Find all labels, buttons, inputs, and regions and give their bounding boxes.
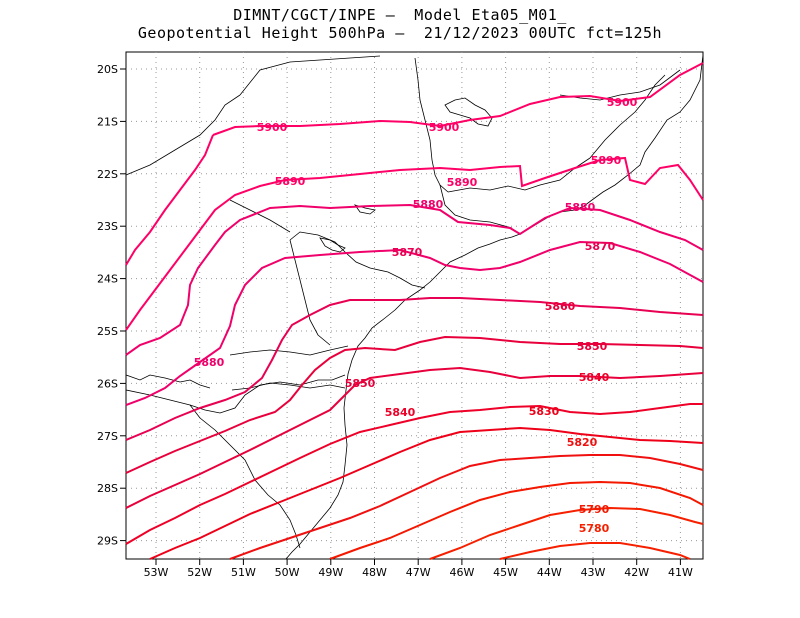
geopotential-contours xyxy=(125,62,704,560)
contour-label: 5880 xyxy=(194,356,225,369)
coastline-and-borders xyxy=(125,54,704,560)
state-border-ms-pr xyxy=(289,239,331,346)
lon-tick-label: 49W xyxy=(318,566,343,579)
lat-tick-label: 27S xyxy=(97,430,118,443)
state-border-sp-rj xyxy=(439,184,513,229)
lat-tick-label: 25S xyxy=(97,325,118,338)
contour-label: 5900 xyxy=(607,96,638,109)
lat-tick-label: 28S xyxy=(97,482,118,495)
reservoir-3 xyxy=(353,204,376,215)
contour-label: 5850 xyxy=(345,377,376,390)
lon-tick-label: 43W xyxy=(581,566,606,579)
contour-label: 5870 xyxy=(585,240,616,253)
lon-tick-label: 44W xyxy=(537,566,562,579)
contour-label: 5840 xyxy=(579,371,610,384)
state-border-ms xyxy=(125,94,241,176)
reservoir-2 xyxy=(319,237,346,253)
map-frame xyxy=(125,51,704,560)
state-border-sp-mg xyxy=(239,55,381,96)
state-border-es-mg xyxy=(589,74,666,159)
state-border-rj-mg xyxy=(447,157,591,193)
contour-label: 5830 xyxy=(529,405,560,418)
state-border-pr-sc xyxy=(229,345,349,356)
brazil-coastline xyxy=(285,54,704,560)
lon-tick-label: 41W xyxy=(668,566,693,579)
lon-tick-label: 46W xyxy=(449,566,474,579)
state-border-sp-mg-2 xyxy=(414,57,449,193)
axis-labels: 20S 21S 22S 23S 24S 25S 26S 27S 28S 29S 53W 52W 51W 5… xyxy=(97,63,693,579)
furnas-reservoir xyxy=(444,97,493,127)
state-border-ba-mg xyxy=(559,69,681,101)
contour-5830 xyxy=(149,426,704,560)
contour-5840 xyxy=(125,403,703,545)
lat-tick-label: 24S xyxy=(97,273,118,286)
contour-label: 5900 xyxy=(429,121,460,134)
lon-tick-label: 52W xyxy=(187,566,212,579)
contour-label: 5890 xyxy=(447,176,478,189)
contour-label: 5790 xyxy=(579,503,610,516)
lon-tick-label: 50W xyxy=(275,566,300,579)
contour-5780 xyxy=(499,542,691,560)
lon-tick-label: 48W xyxy=(362,566,387,579)
lat-tick-label: 29S xyxy=(97,535,118,548)
lon-tick-label: 51W xyxy=(231,566,256,579)
lat-tick-label: 26S xyxy=(97,377,118,390)
contour-label: 5840 xyxy=(385,406,416,419)
contour-5880 xyxy=(125,203,704,356)
lat-tick-label: 23S xyxy=(97,220,118,233)
paraguay-border xyxy=(125,374,211,389)
lon-tick-label: 47W xyxy=(406,566,431,579)
contour-label: 5850 xyxy=(577,340,608,353)
southern-border xyxy=(125,374,346,414)
lon-tick-label: 45W xyxy=(493,566,518,579)
contour-5900 xyxy=(125,134,214,266)
map-title-line-2: Geopotential Height 500hPa – 21/12/2023 … xyxy=(137,24,663,42)
contour-label: 5900 xyxy=(257,121,288,134)
contour-label: 5880 xyxy=(413,198,444,211)
contour-label: 5860 xyxy=(545,300,576,313)
contour-5790 xyxy=(329,480,704,560)
lat-tick-label: 22S xyxy=(97,168,118,181)
contour-label: 5870 xyxy=(392,246,423,259)
contour-label: 5820 xyxy=(567,436,598,449)
lat-tick-label: 20S xyxy=(97,63,118,76)
contour-5870 xyxy=(125,297,704,441)
contour-5860 xyxy=(125,335,704,474)
contour-5900 xyxy=(212,62,704,136)
contour-label: 5890 xyxy=(275,175,306,188)
contour-label: 5880 xyxy=(565,201,596,214)
lat-tick-label: 21S xyxy=(97,115,118,128)
contour-label: 5780 xyxy=(579,522,610,535)
contour-5780 xyxy=(429,506,704,560)
lon-tick-label: 42W xyxy=(624,566,649,579)
contour-label: 5890 xyxy=(591,154,622,167)
state-border-pr-sp xyxy=(289,231,426,289)
contour-5880 xyxy=(125,240,704,406)
contour-5850 xyxy=(125,366,704,509)
contour-5820 xyxy=(229,454,704,560)
state-border-ms-sp xyxy=(229,199,291,233)
map-title-line-1: DIMNT/CGCT/INPE – Model Eta05_M01_ xyxy=(233,6,567,24)
argentina-border-west xyxy=(189,404,301,549)
contour-5890 xyxy=(125,156,704,331)
lon-tick-label: 53W xyxy=(144,566,169,579)
